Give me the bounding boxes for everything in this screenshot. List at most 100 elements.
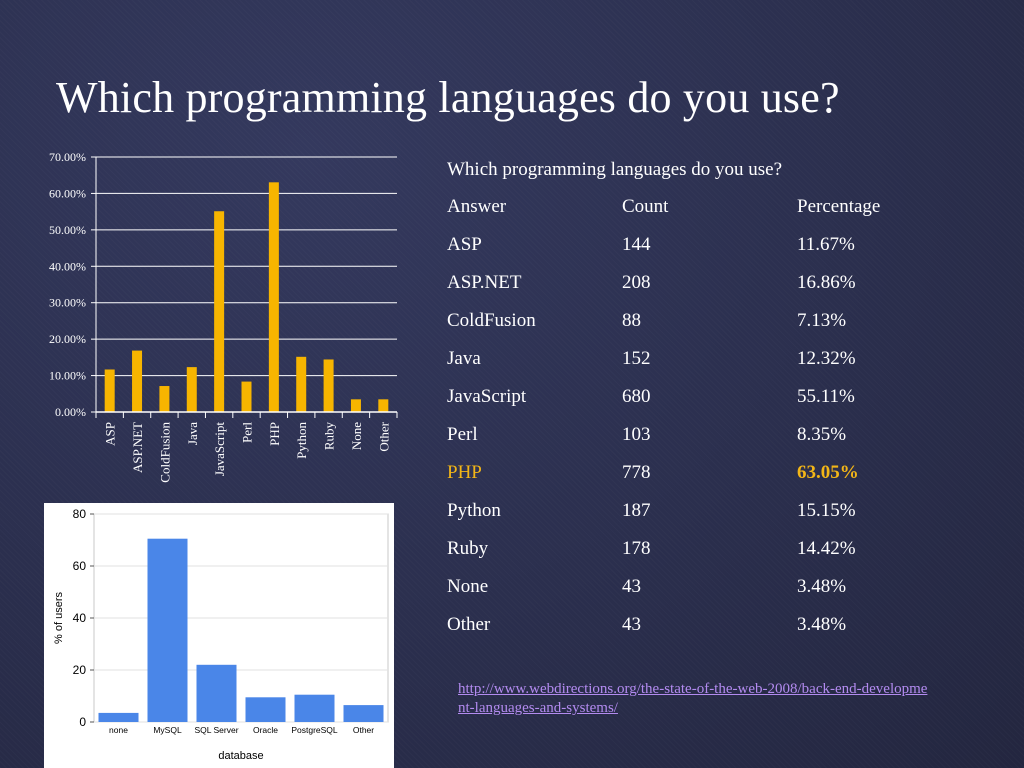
cell-percentage: 16.86% bbox=[797, 272, 856, 293]
table-row: None 43 3.48% bbox=[447, 568, 967, 606]
bar-oracle bbox=[245, 697, 286, 722]
table-row: Ruby 178 14.42% bbox=[447, 530, 967, 568]
column-header-answer: Answer bbox=[447, 196, 507, 217]
cell-percentage: 11.67% bbox=[797, 234, 855, 255]
y-tick-label: 50.00% bbox=[49, 223, 86, 237]
y-tick-label: 30.00% bbox=[49, 296, 86, 310]
y-tick-label: 40 bbox=[73, 611, 87, 625]
y-axis-title: % of users bbox=[53, 592, 65, 644]
bar-asp bbox=[104, 369, 115, 412]
table-row: PHP 778 63.05% bbox=[447, 454, 967, 492]
cell-answer: None bbox=[447, 576, 489, 597]
cell-answer: JavaScript bbox=[447, 386, 527, 407]
cell-count: 43 bbox=[622, 576, 641, 597]
y-tick-label: 10.00% bbox=[49, 369, 86, 383]
x-tick-label: None bbox=[349, 422, 364, 450]
cell-answer: ASP bbox=[447, 234, 482, 255]
x-tick-label: Ruby bbox=[322, 422, 337, 451]
bar-java bbox=[186, 367, 197, 412]
cell-count: 208 bbox=[622, 272, 651, 293]
cell-count: 178 bbox=[622, 538, 651, 559]
cell-count: 103 bbox=[622, 424, 651, 445]
source-link[interactable]: http://www.webdirections.org/the-state-o… bbox=[458, 681, 928, 716]
x-tick-label: Perl bbox=[240, 422, 255, 443]
y-tick-label: 40.00% bbox=[49, 259, 86, 273]
x-tick-label: Python bbox=[294, 422, 309, 459]
table-body: ASP 144 11.67% ASP.NET 208 16.86% ColdFusion 88… bbox=[447, 226, 967, 644]
slide-title: Which programming languages do you use? bbox=[56, 73, 840, 122]
bar-asp-net bbox=[132, 350, 143, 412]
column-header-count: Count bbox=[622, 196, 669, 217]
bar-postgresql bbox=[294, 694, 335, 722]
bar-none bbox=[98, 712, 139, 722]
bar-php bbox=[268, 182, 279, 412]
cell-answer: Java bbox=[447, 348, 481, 369]
table-header-row: Answer Count Percentage bbox=[447, 188, 967, 226]
cell-count: 778 bbox=[622, 462, 651, 483]
cell-percentage: 7.13% bbox=[797, 310, 847, 331]
x-tick-label: JavaScript bbox=[212, 422, 227, 477]
x-axis-title: database bbox=[218, 750, 263, 762]
bar-other bbox=[378, 399, 389, 412]
x-tick-label: Other bbox=[376, 421, 391, 451]
cell-percentage: 55.11% bbox=[797, 386, 855, 407]
table-row: Other 43 3.48% bbox=[447, 606, 967, 644]
cell-answer: Ruby bbox=[447, 538, 489, 559]
x-tick-label: PHP bbox=[267, 422, 282, 446]
languages-bar-chart: 0.00% 10.00% 20.00% 30.00% 40.00% 50.00% 60.00… bbox=[49, 150, 398, 483]
bar-coldfusion bbox=[159, 386, 170, 412]
y-tick-label: 80 bbox=[73, 507, 87, 521]
bar-javascript bbox=[214, 211, 225, 412]
y-tick-label: 70.00% bbox=[49, 150, 86, 164]
bar-sql-server bbox=[196, 664, 237, 722]
y-tick-label: 20 bbox=[73, 663, 87, 677]
table-row: Python 187 15.15% bbox=[447, 492, 967, 530]
cell-percentage: 12.32% bbox=[797, 348, 856, 369]
bar-ruby bbox=[323, 359, 334, 412]
x-tick-label: SQL Server bbox=[194, 725, 238, 735]
cell-count: 144 bbox=[622, 234, 651, 255]
x-tick-label: ColdFusion bbox=[157, 422, 172, 483]
y-tick-label: 0 bbox=[79, 715, 86, 729]
y-tick-label: 60.00% bbox=[49, 186, 86, 200]
bar-python bbox=[296, 356, 307, 412]
table-row: ASP.NET 208 16.86% bbox=[447, 264, 967, 302]
bar-none bbox=[350, 399, 361, 412]
bar-mysql bbox=[147, 538, 188, 722]
cell-count: 187 bbox=[622, 500, 651, 521]
x-tick-label: PostgreSQL bbox=[291, 725, 338, 735]
cell-count: 152 bbox=[622, 348, 651, 369]
table-row: Perl 103 8.35% bbox=[447, 416, 967, 454]
x-tick-label: none bbox=[109, 725, 128, 735]
bar-other bbox=[343, 705, 384, 722]
database-bar-chart: 0 20 40 60 80 none MySQL SQL Server Oracle Postgr… bbox=[53, 507, 389, 762]
cell-percentage: 15.15% bbox=[797, 500, 856, 521]
y-tick-label: 20.00% bbox=[49, 332, 86, 346]
bar-perl bbox=[241, 381, 252, 412]
cell-count: 43 bbox=[622, 614, 641, 635]
cell-answer: PHP bbox=[447, 462, 482, 483]
table-row: ASP 144 11.67% bbox=[447, 226, 967, 264]
cell-count: 680 bbox=[622, 386, 651, 407]
table-caption: Which programming languages do you use? bbox=[447, 159, 783, 180]
cell-percentage: 63.05% bbox=[797, 462, 859, 483]
x-tick-label: Java bbox=[185, 422, 200, 445]
cell-percentage: 8.35% bbox=[797, 424, 847, 445]
table-row: Java 152 12.32% bbox=[447, 340, 967, 378]
table-row: ColdFusion 88 7.13% bbox=[447, 302, 967, 340]
cell-answer: Other bbox=[447, 614, 491, 635]
cell-answer: Python bbox=[447, 500, 501, 521]
cell-percentage: 3.48% bbox=[797, 614, 847, 635]
column-header-percentage: Percentage bbox=[797, 196, 881, 217]
x-tick-label: MySQL bbox=[153, 725, 182, 735]
y-tick-label: 0.00% bbox=[55, 405, 86, 419]
cell-answer: Perl bbox=[447, 424, 478, 445]
cell-percentage: 3.48% bbox=[797, 576, 847, 597]
x-tick-label: Other bbox=[353, 725, 374, 735]
cell-answer: ColdFusion bbox=[447, 310, 536, 331]
y-tick-label: 60 bbox=[73, 559, 87, 573]
cell-answer: ASP.NET bbox=[447, 272, 522, 293]
x-tick-label: ASP.NET bbox=[130, 422, 145, 473]
table-row: JavaScript 680 55.11% bbox=[447, 378, 967, 416]
x-tick-label: Oracle bbox=[253, 725, 278, 735]
